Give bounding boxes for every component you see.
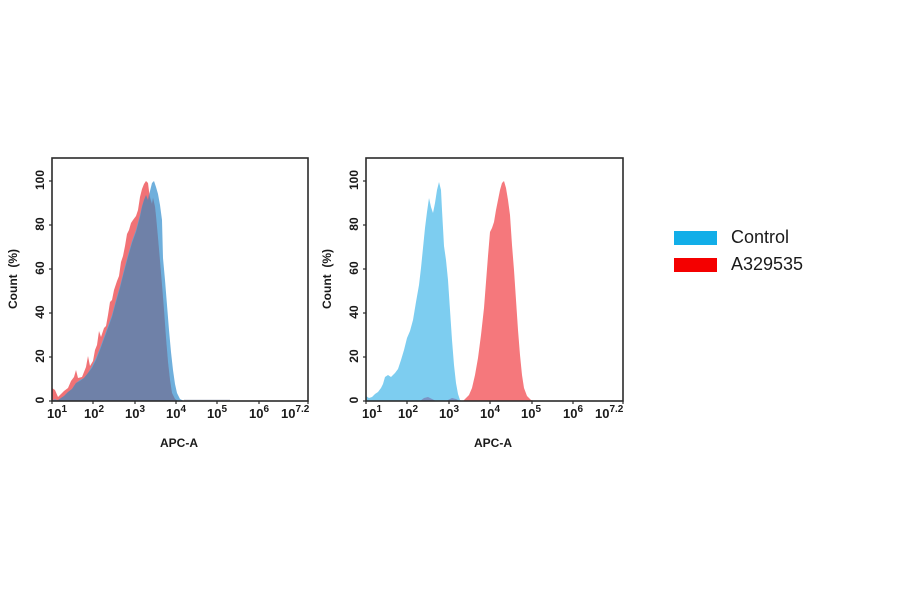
left-y-axis-label: Count (%) xyxy=(6,249,20,309)
legend-swatch-a329535 xyxy=(674,257,717,272)
right-xtick-2: 102 xyxy=(398,404,419,421)
right-ytick-40: 40 xyxy=(347,305,361,319)
left-ytick-20: 20 xyxy=(33,349,47,363)
left-plot-frame xyxy=(51,157,309,402)
left-xtick-2: 102 xyxy=(84,404,105,421)
legend-item-control: Control xyxy=(674,224,803,251)
left-y-axis xyxy=(49,180,52,402)
legend-label-a329535: A329535 xyxy=(731,254,804,274)
legend-item-a329535: A329535 xyxy=(674,251,803,278)
chart-legend: Control A329535 xyxy=(674,224,803,278)
right-plot-frame xyxy=(365,157,624,402)
right-y-axis-label: Count (%) xyxy=(320,249,334,309)
left-x-axis-label: APC-A xyxy=(160,436,198,450)
right-series-control xyxy=(366,182,462,401)
right-x-axis-label: APC-A xyxy=(474,436,512,450)
left-ytick-60: 60 xyxy=(33,261,47,275)
right-xtick-4: 104 xyxy=(480,404,501,421)
left-ytick-80: 80 xyxy=(33,217,47,231)
legend-label-control: Control xyxy=(731,227,790,247)
legend-swatch-control xyxy=(674,230,717,245)
left-xtick-6: 106 xyxy=(249,404,270,421)
left-ytick-100: 100 xyxy=(33,169,47,191)
right-ytick-80: 80 xyxy=(347,217,361,231)
right-xtick-1: 101 xyxy=(362,404,383,421)
left-xtick-1: 101 xyxy=(47,404,68,421)
right-plot-area xyxy=(366,181,535,401)
right-ytick-100: 100 xyxy=(347,169,361,191)
right-xtick-3: 103 xyxy=(439,404,460,421)
left-xtick-5: 105 xyxy=(207,404,228,421)
right-series-a329535 xyxy=(463,181,535,401)
left-xtick-4: 104 xyxy=(166,404,187,421)
left-xtick-7-2: 107.2 xyxy=(281,404,310,421)
left-overlap-region xyxy=(55,194,178,401)
right-ytick-0: 0 xyxy=(347,396,361,404)
left-ytick-0: 0 xyxy=(33,396,47,404)
right-xtick-6: 106 xyxy=(563,404,584,421)
left-xtick-3: 103 xyxy=(125,404,146,421)
right-y-axis xyxy=(363,180,366,402)
right-xtick-5: 105 xyxy=(521,404,542,421)
left-series-a329535 xyxy=(52,181,178,401)
left-plot-area xyxy=(52,181,230,401)
right-xtick-7-2: 107.2 xyxy=(595,404,624,421)
left-ytick-40: 40 xyxy=(33,305,47,319)
right-ytick-60: 60 xyxy=(347,261,361,275)
right-ytick-20: 20 xyxy=(347,349,361,363)
left-series-control xyxy=(52,181,184,401)
